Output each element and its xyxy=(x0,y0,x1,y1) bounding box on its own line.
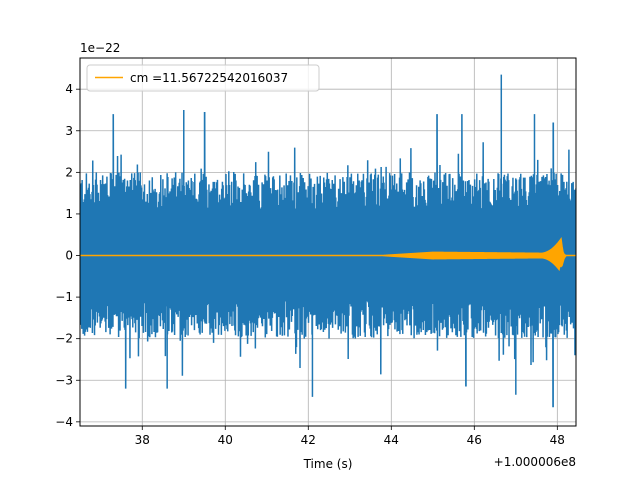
x-tick-label: 40 xyxy=(218,433,233,447)
legend: cm =11.56722542016037 xyxy=(86,64,320,92)
y-tick-label: −3 xyxy=(55,373,73,387)
x-tick-label: 48 xyxy=(550,433,565,447)
strain-series-line xyxy=(80,74,576,408)
y-tick-label: 3 xyxy=(65,124,73,138)
template-series-line xyxy=(80,236,576,272)
y-tick-label: 4 xyxy=(65,82,73,96)
x-axis-label: Time (s) xyxy=(303,457,353,471)
y-tick-label: −4 xyxy=(55,415,73,429)
y-scale-offset-label: 1e−22 xyxy=(80,41,120,55)
legend-box xyxy=(86,64,320,92)
y-axis-ticks: −4 −3 −2 −1 0 1 2 3 4 xyxy=(55,82,80,429)
y-tick-label: 1 xyxy=(65,207,73,221)
x-tick-label: 44 xyxy=(384,433,399,447)
x-offset-label: +1.000006e8 xyxy=(494,455,576,469)
x-tick-label: 46 xyxy=(467,433,482,447)
x-tick-label: 38 xyxy=(135,433,150,447)
y-tick-label: −1 xyxy=(55,290,73,304)
plot-area xyxy=(80,74,576,408)
x-axis-ticks: 38 40 42 44 46 48 xyxy=(135,426,565,447)
y-tick-label: −2 xyxy=(55,332,73,346)
axes-frame xyxy=(79,57,577,427)
y-tick-label: 2 xyxy=(65,165,73,179)
y-tick-label: 0 xyxy=(65,249,73,263)
x-tick-label: 42 xyxy=(301,433,316,447)
legend-label: cm =11.56722542016037 xyxy=(130,71,288,85)
